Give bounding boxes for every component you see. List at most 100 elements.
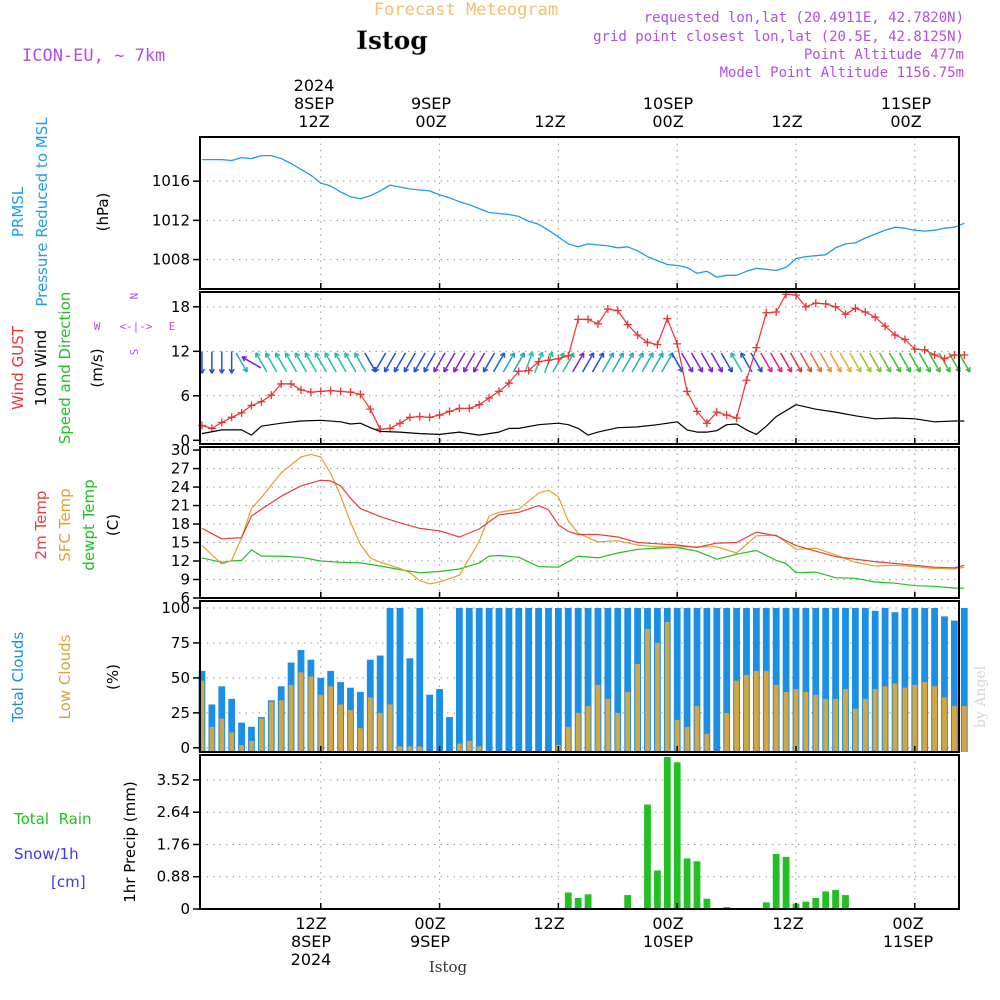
top-time-line: 9SEP (411, 94, 451, 113)
y-tick-label: 1.76 (157, 835, 190, 853)
wind-barb-shaft (284, 352, 298, 373)
top-time-line: 11SEP (881, 94, 932, 113)
low-clouds-bar (664, 621, 670, 752)
bottom-time-label: 9SEP (410, 932, 450, 951)
wind-barb-head (648, 352, 654, 357)
y-tick-label: 1016 (152, 172, 190, 190)
pressure-labels: PRMSL Pressure Reduced to MSL (hPa) (9, 117, 112, 307)
wind-barb-head (519, 352, 525, 357)
total-clouds-bar (554, 607, 562, 752)
wind-barb-shaft (859, 352, 872, 373)
gust-point-marker (890, 331, 899, 340)
pressure-unit-label: (hPa) (94, 193, 112, 232)
total-clouds-bar (703, 607, 711, 752)
gust-point-marker (623, 320, 632, 329)
gust-point-marker (514, 367, 523, 376)
wind-barb-shaft (621, 352, 634, 373)
top-time-label: 11SEP (881, 94, 932, 113)
dewpt-series-line (201, 546, 965, 589)
low-clouds-bar (902, 687, 908, 752)
panel-frames (199, 136, 960, 910)
wind-barb-shaft (383, 352, 397, 373)
total-clouds-bar (782, 607, 790, 752)
gust-point-marker (663, 314, 672, 323)
total-clouds-bar (525, 607, 533, 752)
total-clouds-label: Total Clouds (9, 632, 27, 724)
top-time-label: 10SEP (643, 94, 694, 113)
low-clouds-bar (338, 704, 343, 752)
temp-dewpt-label: dewpt Temp (80, 479, 98, 570)
model-label: ICON-EU, ~ 7km (22, 46, 165, 66)
cloud-unit-label: (%) (104, 664, 122, 690)
location-title: Istog (356, 26, 427, 55)
gust-point-marker (861, 308, 870, 317)
low-clouds-bar (872, 689, 878, 752)
total-clouds-bar (812, 607, 820, 752)
gust-point-marker (445, 407, 454, 416)
wind-barb-shaft (473, 352, 486, 373)
y-tick-label: 0 (180, 431, 190, 449)
gust-point-marker (851, 304, 860, 313)
low-clouds-bar (476, 746, 482, 752)
top-time-label: 00Z (890, 112, 921, 131)
top-time-line: 00Z (890, 112, 921, 131)
wind-barb-shaft (453, 352, 466, 373)
wind-barb-shaft (849, 352, 862, 373)
low-clouds-label: Low Clouds (56, 634, 74, 719)
gust-point-marker (722, 411, 731, 420)
gust-point-marker (712, 408, 721, 417)
point-altitude: Point Altitude 477m (804, 47, 964, 63)
gust-point-marker (287, 379, 296, 388)
wind-barb-shaft (324, 352, 337, 373)
gust-point-marker (504, 379, 513, 388)
wind-barb-head (638, 352, 644, 357)
temperature-panel-frame (199, 446, 960, 599)
model-altitude: Model Point Altitude 1156.75m (720, 65, 964, 81)
rain-bar (564, 892, 572, 909)
low-clouds-bar (753, 670, 759, 752)
top-time-line: 12Z (771, 112, 802, 131)
footer-location: Istog (429, 958, 468, 976)
wind-barb-shaft (928, 352, 941, 373)
gust-point-marker (692, 407, 701, 416)
low-clouds-bar (625, 691, 631, 752)
panel-grids (200, 137, 959, 910)
gust-point-marker (603, 305, 612, 314)
wind-barb-shaft (482, 352, 496, 373)
sfc-temp-series-line (201, 453, 965, 585)
low-clouds-bar (387, 704, 393, 752)
gust-point-marker (524, 366, 533, 375)
total-clouds-bar (228, 698, 236, 752)
total-clouds-bar (376, 655, 384, 752)
pressure-msl-label: Pressure Reduced to MSL (33, 117, 51, 307)
rain-bar (703, 898, 711, 909)
low-clouds-bar (318, 694, 324, 752)
gust-point-marker (465, 404, 474, 413)
gust-label: Wind GUST (9, 325, 27, 410)
gust-point-marker (702, 419, 711, 428)
wind-labels: Wind GUST 10m Wind Speed and Direction (… (9, 292, 106, 445)
total-clouds-bar (713, 607, 721, 752)
total-rain-label: Total Rain (13, 810, 92, 828)
low-clouds-bar (239, 745, 244, 752)
total-clouds-bar (604, 607, 612, 752)
y-tick-label: 18 (171, 515, 190, 533)
total-clouds-bar (802, 607, 810, 752)
gust-point-marker (366, 405, 375, 414)
wind-barb-head (569, 352, 575, 357)
y-tick-label: 50 (171, 669, 190, 687)
gust-point-marker (494, 387, 503, 396)
bottom-time-line: 2024 (291, 950, 332, 969)
gust-point-marker (653, 340, 662, 349)
total-clouds-bar (416, 607, 424, 752)
gust-point-marker (405, 413, 414, 422)
total-clouds-bar (960, 607, 968, 752)
low-clouds-bar (585, 705, 591, 752)
low-clouds-bar (377, 712, 383, 752)
wind-barb-shaft (819, 352, 832, 373)
wind-barb-head (394, 368, 400, 373)
wind-barb-shaft (591, 352, 605, 373)
low-clouds-bar (268, 701, 274, 752)
total-clouds-bar (950, 620, 958, 752)
wind-barb-shaft (235, 352, 248, 373)
